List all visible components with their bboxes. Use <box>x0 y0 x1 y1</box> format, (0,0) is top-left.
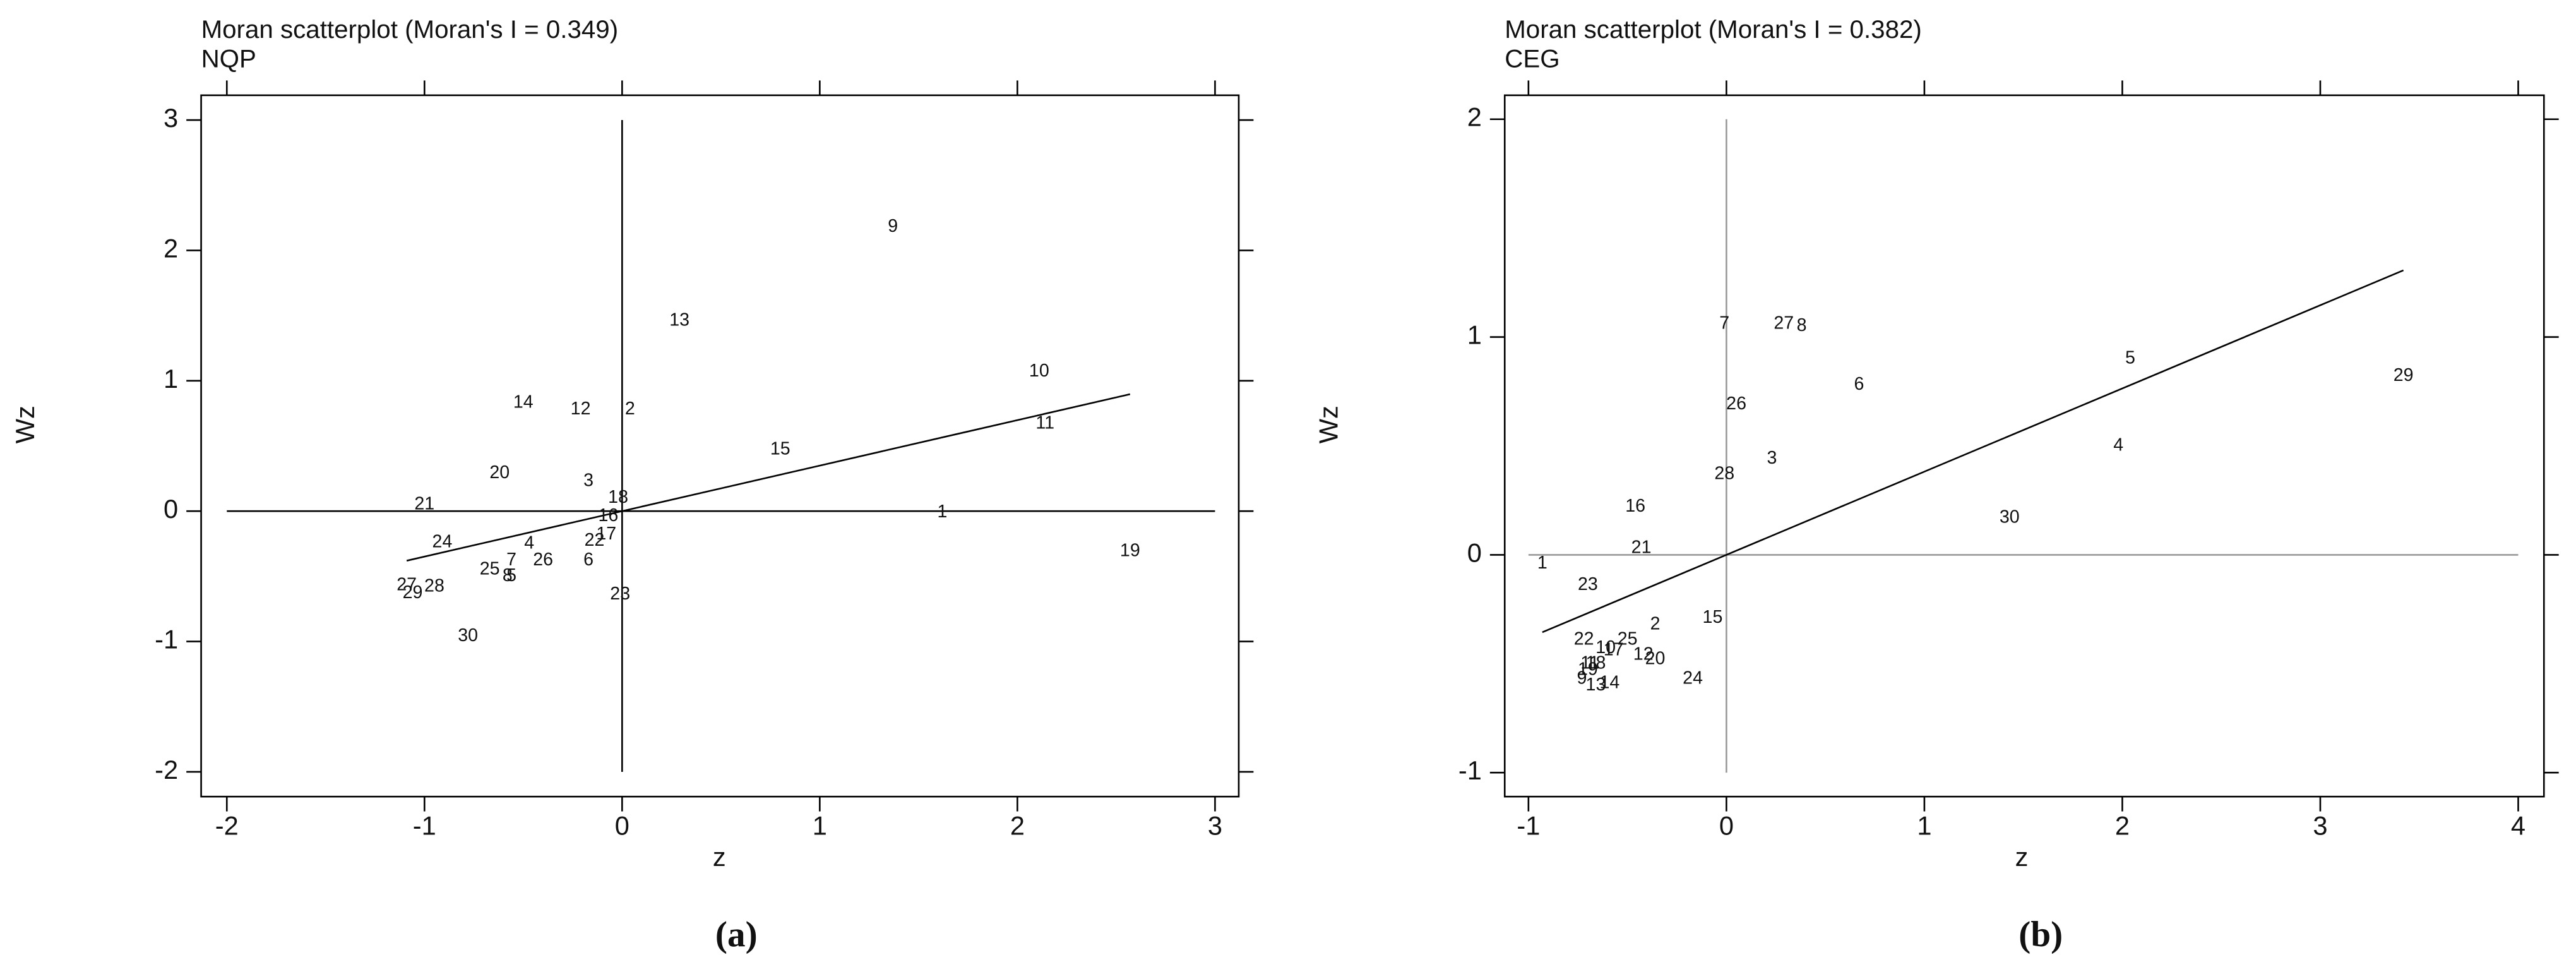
point-label: 2 <box>1650 613 1661 634</box>
point-label: 18 <box>1586 652 1606 673</box>
point-label: 1 <box>1537 553 1547 573</box>
x-tick-label: 1 <box>1917 811 1931 841</box>
point-label: 30 <box>458 625 478 646</box>
point-label: 1 <box>937 502 947 522</box>
point-label: 9 <box>888 216 898 236</box>
point-label: 13 <box>1586 675 1606 695</box>
point-label: 4 <box>524 532 534 553</box>
x-tick-label: 2 <box>2115 811 2130 841</box>
fit-line <box>1542 269 2404 634</box>
point-label: 29 <box>2394 365 2414 385</box>
point-label: 11 <box>1580 652 1599 673</box>
fit-line <box>406 393 1131 562</box>
point-label: 9 <box>1577 668 1587 688</box>
point-label: 25 <box>480 559 500 579</box>
point-label: 24 <box>432 531 453 551</box>
point-label: 6 <box>583 550 593 570</box>
point-label: 17 <box>596 524 616 544</box>
point-label: 4 <box>2113 435 2123 455</box>
y-axis-label: Wz <box>1314 406 1344 443</box>
point-label: 14 <box>1600 672 1620 692</box>
y-tick-label: 3 <box>164 103 178 133</box>
point-label: 15 <box>1703 607 1723 627</box>
point-label: 21 <box>414 493 434 514</box>
point-label: 15 <box>770 439 790 459</box>
point-label: 27 <box>1774 313 1794 333</box>
point-label: 11 <box>1035 412 1054 433</box>
point-label: 8 <box>1797 315 1807 335</box>
point-label: 19 <box>1120 541 1140 561</box>
chart-subtitle: CEG <box>1505 45 1559 73</box>
point-label: 28 <box>424 575 444 596</box>
x-tick-label: -1 <box>1517 811 1540 841</box>
chart-subtitle: NQP <box>201 45 256 73</box>
y-tick-label: -1 <box>1458 755 1482 785</box>
point-label: 13 <box>669 310 689 330</box>
point-label: 25 <box>1618 628 1638 649</box>
x-axis-label: z <box>2015 842 2029 872</box>
x-tick-label: 3 <box>1208 811 1222 841</box>
point-label: 26 <box>533 550 553 570</box>
chart-title: Moran scatterplot (Moran's I = 0.349) <box>201 15 619 44</box>
x-tick-label: 1 <box>813 811 827 841</box>
plot-frame <box>1503 94 2545 798</box>
panel-label: (b) <box>2018 915 2063 954</box>
point-label: 16 <box>599 505 619 526</box>
y-tick-label: 2 <box>1467 102 1482 132</box>
point-label: 5 <box>2125 348 2135 368</box>
y-axis-label: Wz <box>10 406 40 443</box>
x-tick-label: -1 <box>413 811 436 841</box>
point-label: 14 <box>513 392 534 412</box>
point-label: 8 <box>503 565 513 586</box>
point-label: 7 <box>1719 313 1729 333</box>
y-tick-label: 0 <box>164 494 178 524</box>
plot-frame <box>200 94 1240 798</box>
x-tick-label: 3 <box>2313 811 2327 841</box>
y-tick-label: 0 <box>1467 538 1482 567</box>
point-label: 28 <box>1714 463 1734 483</box>
panel-label: (a) <box>715 915 758 954</box>
point-label: 29 <box>403 582 423 603</box>
point-label: 3 <box>583 470 593 490</box>
point-label: 23 <box>1578 574 1598 594</box>
point-label: 10 <box>1029 361 1049 381</box>
point-label: 7 <box>506 550 516 570</box>
x-tick-label: 4 <box>2511 811 2525 841</box>
y-tick-label: -1 <box>155 625 178 654</box>
x-tick-label: -2 <box>215 811 239 841</box>
y-tick-label: 1 <box>1467 320 1482 350</box>
point-label: 21 <box>1631 538 1652 558</box>
point-label: 22 <box>585 530 605 550</box>
point-label: 27 <box>397 574 417 594</box>
point-label: 5 <box>506 565 516 586</box>
chart-title: Moran scatterplot (Moran's I = 0.382) <box>1505 15 1922 44</box>
point-label: 26 <box>1726 394 1746 414</box>
point-label: 24 <box>1683 668 1703 688</box>
point-label: 30 <box>2000 507 2020 527</box>
point-label: 6 <box>1854 374 1864 394</box>
point-label: 10 <box>1595 637 1616 658</box>
y-tick-label: 1 <box>164 364 178 394</box>
point-label: 16 <box>1625 496 1645 516</box>
point-label: 18 <box>608 487 628 507</box>
point-label: 12 <box>571 399 591 419</box>
point-label: 19 <box>1578 659 1598 680</box>
point-label: 3 <box>1767 448 1777 468</box>
point-label: 20 <box>489 462 510 483</box>
y-tick-label: -2 <box>155 755 178 785</box>
y-tick-label: 2 <box>164 233 178 263</box>
x-tick-label: 0 <box>615 811 629 841</box>
x-axis-label: z <box>713 842 726 872</box>
point-label: 20 <box>1645 648 1666 668</box>
point-label: 2 <box>625 399 635 419</box>
point-label: 22 <box>1574 628 1594 649</box>
x-tick-label: 2 <box>1010 811 1025 841</box>
point-label: 12 <box>1633 644 1654 664</box>
point-label: 17 <box>1604 640 1624 660</box>
x-tick-label: 0 <box>1719 811 1734 841</box>
point-label: 23 <box>610 584 630 604</box>
